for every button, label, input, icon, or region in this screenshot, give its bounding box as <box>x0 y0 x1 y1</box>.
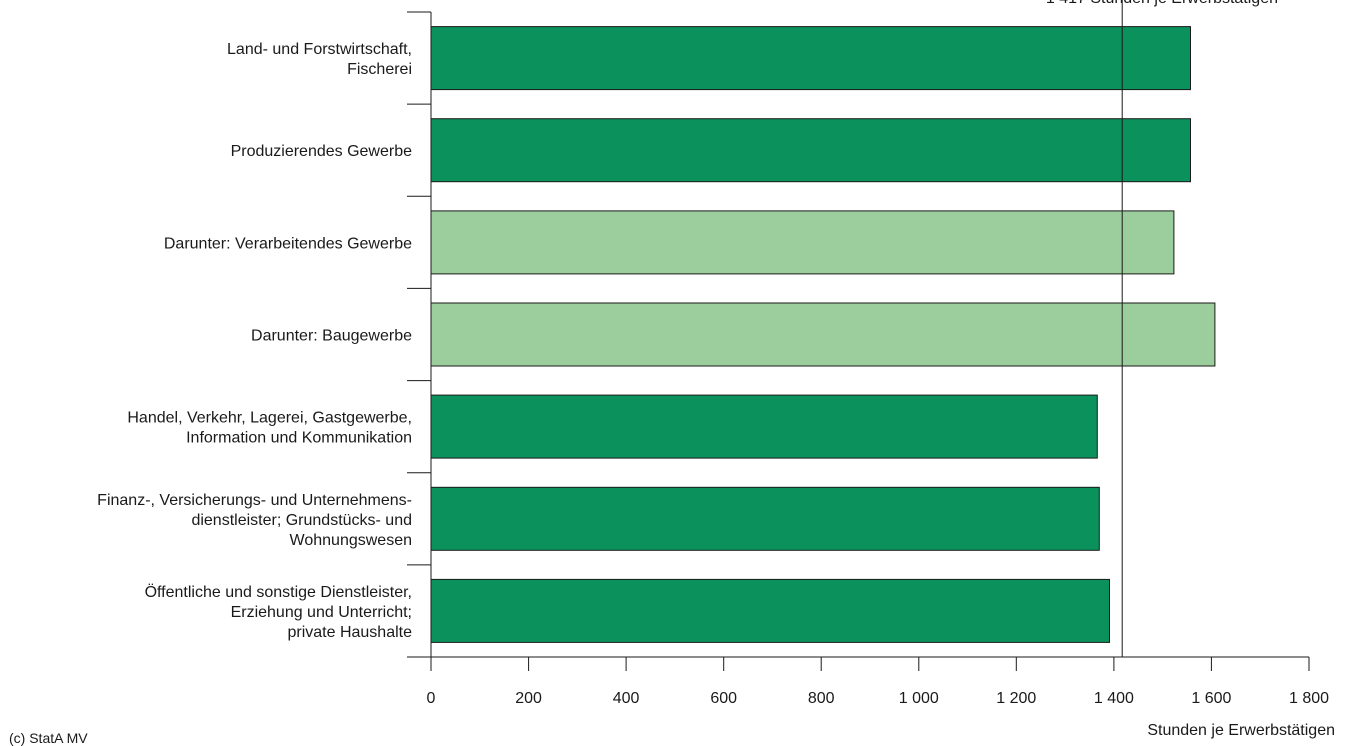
category-label-line: Wohnungswesen <box>290 532 412 549</box>
category-label-line: Darunter: Verarbeitendes Gewerbe <box>164 235 412 252</box>
bar <box>430 394 1098 459</box>
x-tick-label: 0 <box>427 690 436 707</box>
category-label: Darunter: Baugewerbe <box>251 328 412 345</box>
category-label: Öffentliche und sonstige Dienstleister, E… <box>145 583 413 641</box>
category-label-line: Erziehung und Unterricht; <box>231 604 412 621</box>
reference-label: 1 417 Stunden je Erwerbstätigen <box>1046 0 1278 7</box>
category-label-line: Produzierendes Gewerbe <box>231 143 413 160</box>
category-label: Darunter: Verarbeitendes Gewerbe <box>164 235 412 252</box>
x-tick-label: 1 800 <box>1289 690 1329 707</box>
x-tick-label: 600 <box>710 690 737 707</box>
category-label-line: dienstleister; Grundstücks- und <box>191 512 412 529</box>
x-tick-label: 1 400 <box>1094 690 1134 707</box>
category-label: Finanz-, Versicherungs- und Unternehmens… <box>97 492 412 549</box>
category-label-line: private Haushalte <box>287 624 412 641</box>
category-label-line: Darunter: Baugewerbe <box>251 328 412 345</box>
x-tick-label: 200 <box>515 690 542 707</box>
x-tick-label: 1 200 <box>996 690 1036 707</box>
category-label-line: Land- und Forstwirtschaft, <box>227 41 412 58</box>
x-axis-title: Stunden je Erwerbstätigen <box>1147 722 1335 739</box>
bar <box>430 486 1100 551</box>
category-label-line: Finanz-, Versicherungs- und Unternehmens… <box>97 492 412 509</box>
x-tick-label: 400 <box>613 690 640 707</box>
bar <box>430 26 1191 91</box>
x-tick-label: 1 600 <box>1191 690 1231 707</box>
bar <box>430 210 1175 275</box>
bar <box>430 118 1191 183</box>
bar <box>430 578 1110 643</box>
source-note: (c) StatA MV <box>9 730 88 746</box>
category-label: Produzierendes Gewerbe <box>231 143 413 160</box>
category-label: Land- und Forstwirtschaft, Fischerei <box>227 41 412 78</box>
category-label-line: Fischerei <box>347 61 412 78</box>
x-tick-label: 800 <box>808 690 835 707</box>
x-tick-label: 1 000 <box>899 690 939 707</box>
bar <box>430 302 1216 367</box>
category-label-line: Information und Kommunikation <box>186 430 412 447</box>
category-label: Handel, Verkehr, Lagerei, Gastgewerbe, In… <box>127 410 412 447</box>
category-label-line: Öffentliche und sonstige Dienstleister, <box>145 583 412 601</box>
category-label-line: Handel, Verkehr, Lagerei, Gastgewerbe, <box>127 410 412 427</box>
